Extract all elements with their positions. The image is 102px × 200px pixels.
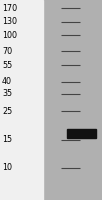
Text: 55: 55	[2, 60, 12, 70]
Bar	[0, 0, 43, 200]
Text: 130: 130	[2, 17, 17, 26]
Text: 35: 35	[2, 89, 12, 98]
Text: 170: 170	[2, 4, 17, 13]
Text: 100: 100	[2, 30, 17, 40]
Text: 70: 70	[2, 46, 12, 55]
Text: 25: 25	[2, 107, 12, 116]
Text: 10: 10	[2, 163, 12, 172]
Text: 15: 15	[2, 136, 12, 144]
Text: 40: 40	[2, 77, 12, 86]
Bar	[67, 129, 96, 138]
